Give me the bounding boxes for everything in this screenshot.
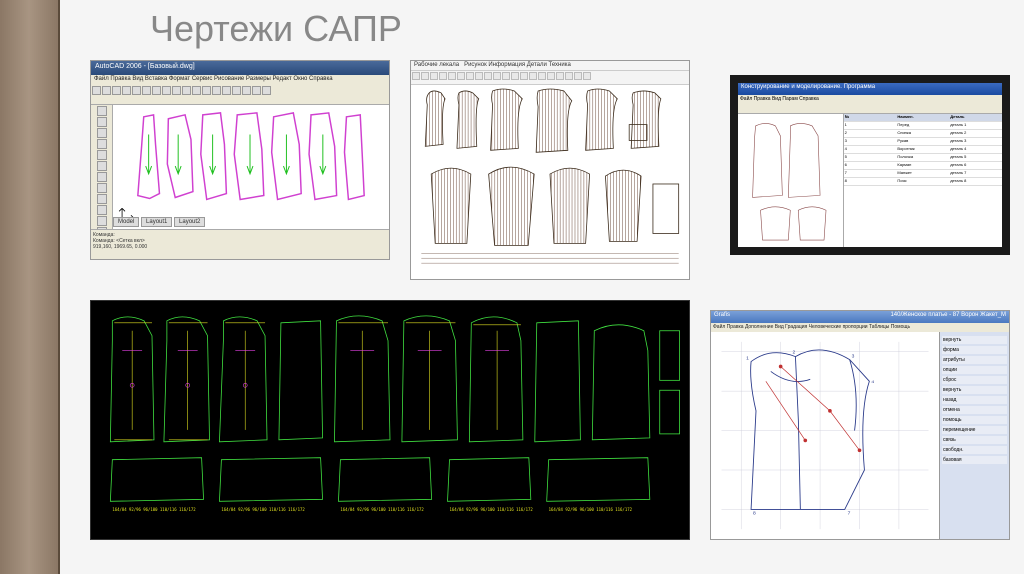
modeling-titlebar: Конструирование и моделирование. Програм… [738, 83, 1002, 95]
table-row: 3Рукавдеталь 3 [844, 138, 1002, 146]
status-coords: 919,160, 1969.65, 0.000 [93, 244, 387, 250]
side-btn[interactable]: атрибуты [942, 356, 1007, 364]
svg-text:3: 3 [852, 354, 855, 360]
svg-text:164/84 92/96 96/100 110/116 11: 164/84 92/96 96/100 110/116 116/172 [112, 507, 196, 512]
svg-text:164/84 92/96 96/100 110/116 11: 164/84 92/96 96/100 110/116 116/172 [340, 507, 424, 512]
slide-title: Чертежи САПР [150, 8, 402, 50]
side-btn[interactable]: опции [942, 366, 1007, 374]
autocad-canvas[interactable] [113, 105, 389, 229]
side-btn[interactable]: свободн. [942, 446, 1007, 454]
svg-text:2: 2 [792, 350, 795, 356]
table-row: 8Поясдеталь 8 [844, 178, 1002, 186]
side-btn[interactable]: помощь [942, 416, 1007, 424]
autocad-toolbar[interactable] [91, 85, 389, 105]
modeling-toolbar[interactable] [738, 104, 1002, 114]
autocad-menubar[interactable]: Файл Правка Вид Вставка Формат Сервис Ри… [91, 75, 389, 85]
table-row: 1Переддеталь 1 [844, 122, 1002, 130]
tab-model[interactable]: Model [113, 217, 139, 227]
svg-text:8: 8 [753, 510, 756, 516]
svg-text:164/84 92/96 96/100 110/116 11: 164/84 92/96 96/100 110/116 116/172 [221, 507, 305, 512]
svg-text:7: 7 [848, 510, 851, 516]
grafis-title-right: 140/Женское платье - 87 Ворон Жакет_М [890, 312, 1006, 322]
tab-layout2[interactable]: Layout2 [174, 217, 205, 227]
black-cad-canvas[interactable]: 164/84 92/96 96/100 110/116 116/172 164/… [91, 301, 689, 539]
grafis-title-left: Grafis [714, 312, 730, 322]
autocad-titlebar: AutoCAD 2006 - [Базовый.dwg] [91, 61, 389, 75]
side-btn[interactable]: вернуть [942, 336, 1007, 344]
table-row: 7Манжетдеталь 7 [844, 170, 1002, 178]
slide-side-border [0, 0, 60, 574]
modeling-menubar[interactable]: Файл Правка Вид Парам Справка [738, 95, 1002, 104]
tab-layout1[interactable]: Layout1 [141, 217, 172, 227]
black-cad-window: 164/84 92/96 96/100 110/116 116/172 164/… [90, 300, 690, 540]
side-btn[interactable]: отмена [942, 406, 1007, 414]
side-btn[interactable]: связь [942, 436, 1007, 444]
grafis-menubar[interactable]: Файл Правка Дополнение Вид Градация Чело… [711, 323, 1009, 332]
svg-text:1: 1 [746, 356, 749, 362]
table-row: 4Воротникдеталь 4 [844, 146, 1002, 154]
side-btn[interactable]: форма [942, 346, 1007, 354]
autocad-tool-palette[interactable] [91, 105, 113, 229]
modeling-window-frame: Конструирование и моделирование. Програм… [730, 75, 1010, 255]
svg-text:164/84 92/96 96/100 110/116 11: 164/84 92/96 96/100 110/116 116/172 [449, 507, 533, 512]
table-row: 2Спинкадеталь 2 [844, 130, 1002, 138]
grafis-window: Grafis 140/Женское платье - 87 Ворон Жак… [710, 310, 1010, 540]
svg-text:4: 4 [871, 379, 874, 385]
grafis-side-panel[interactable]: вернуть форма атрибуты опции сброс верну… [939, 332, 1009, 539]
table-row: 5Полочкадеталь 5 [844, 154, 1002, 162]
modeling-table[interactable]: № Наимен. Деталь 1Переддеталь 1 2Спинкад… [844, 114, 1002, 247]
svg-text:164/84 92/96 96/100 110/116 11: 164/84 92/96 96/100 110/116 116/172 [549, 507, 633, 512]
pattern-editor-menubar[interactable]: Рабочие лекала Рисунок Информация Детали… [411, 61, 689, 71]
side-btn[interactable]: вернуть [942, 386, 1007, 394]
pattern-editor-toolbar[interactable] [411, 71, 689, 85]
side-btn[interactable]: назад [942, 396, 1007, 404]
grafis-titlebar: Grafis 140/Женское платье - 87 Ворон Жак… [711, 311, 1009, 323]
table-row: 6Кармандеталь 6 [844, 162, 1002, 170]
modeling-preview[interactable] [738, 114, 844, 247]
pattern-editor-window: Рабочие лекала Рисунок Информация Детали… [410, 60, 690, 280]
grafis-canvas[interactable]: 1 2 3 4 8 7 [711, 332, 939, 539]
modeling-window: Конструирование и моделирование. Програм… [738, 83, 1002, 247]
autocad-window: AutoCAD 2006 - [Базовый.dwg] Файл Правка… [90, 60, 390, 260]
side-btn[interactable]: сброс [942, 376, 1007, 384]
side-btn[interactable]: перемещение [942, 426, 1007, 434]
autocad-tabs[interactable]: Model Layout1 Layout2 [113, 217, 205, 229]
pattern-editor-canvas[interactable] [411, 85, 689, 279]
autocad-statusbar: Командa: Командa: <Сетка вкл> 919,160, 1… [91, 229, 389, 259]
side-btn[interactable]: базовая [942, 456, 1007, 464]
